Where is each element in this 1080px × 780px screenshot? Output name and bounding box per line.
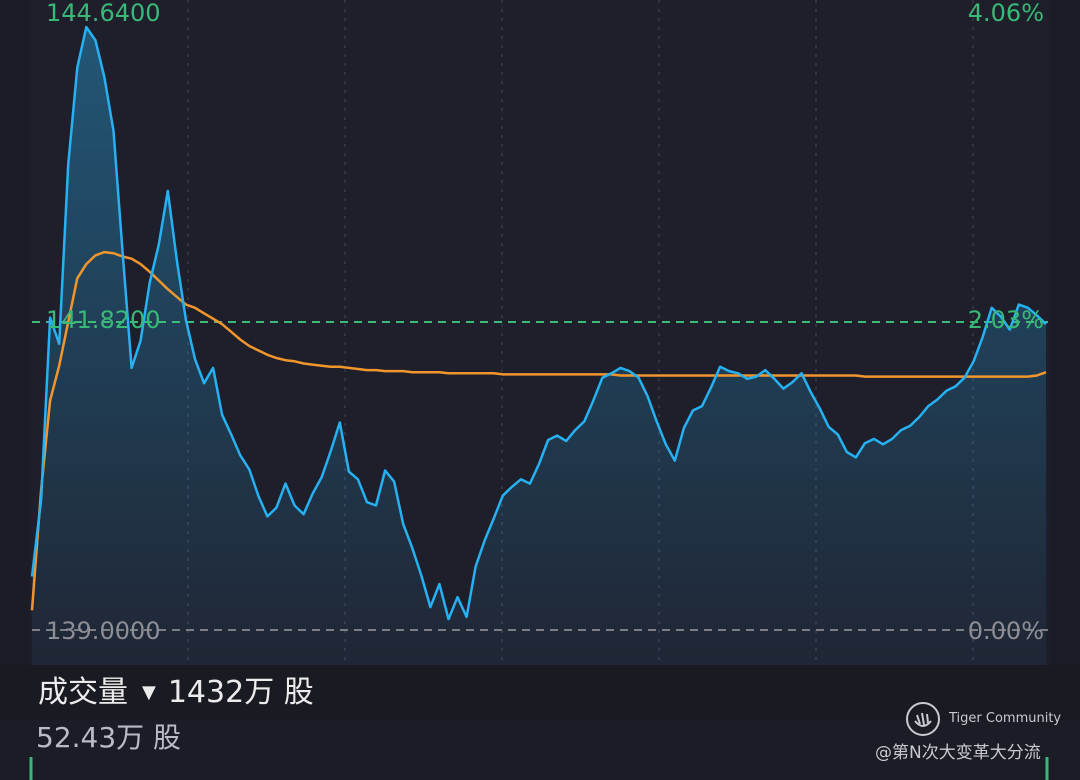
- price-line: [30, 25, 1047, 621]
- price-prev-close-label: 141.8200: [46, 306, 161, 334]
- watermark-brand: Tiger Community: [949, 711, 1062, 726]
- percent-high-label: 4.06%: [967, 0, 1044, 27]
- percent-low-label: 0.00%: [967, 617, 1044, 645]
- average-price-line: [30, 250, 1047, 611]
- watermark-handle: @第N次大变革大分流: [875, 743, 1041, 763]
- dropdown-triangle-icon[interactable]: ▼: [142, 682, 156, 703]
- percent-prev-close-label: 2.03%: [967, 306, 1044, 334]
- volume-header[interactable]: 成交量 ▼ 1432万 股: [38, 678, 314, 708]
- price-area-fill: [32, 27, 1046, 666]
- tiger-logo-icon: [906, 702, 940, 736]
- volume-header-strip: [0, 665, 1080, 720]
- volume-panel: [0, 720, 1080, 780]
- gridlines: [187, 0, 974, 665]
- price-low-label: 139.0000: [46, 617, 161, 645]
- volume-label: 成交量: [38, 675, 128, 710]
- price-high-label: 144.6400: [46, 0, 161, 27]
- volume-total: 1432万 股: [167, 675, 314, 710]
- volume-latest: 52.43万 股: [36, 721, 182, 754]
